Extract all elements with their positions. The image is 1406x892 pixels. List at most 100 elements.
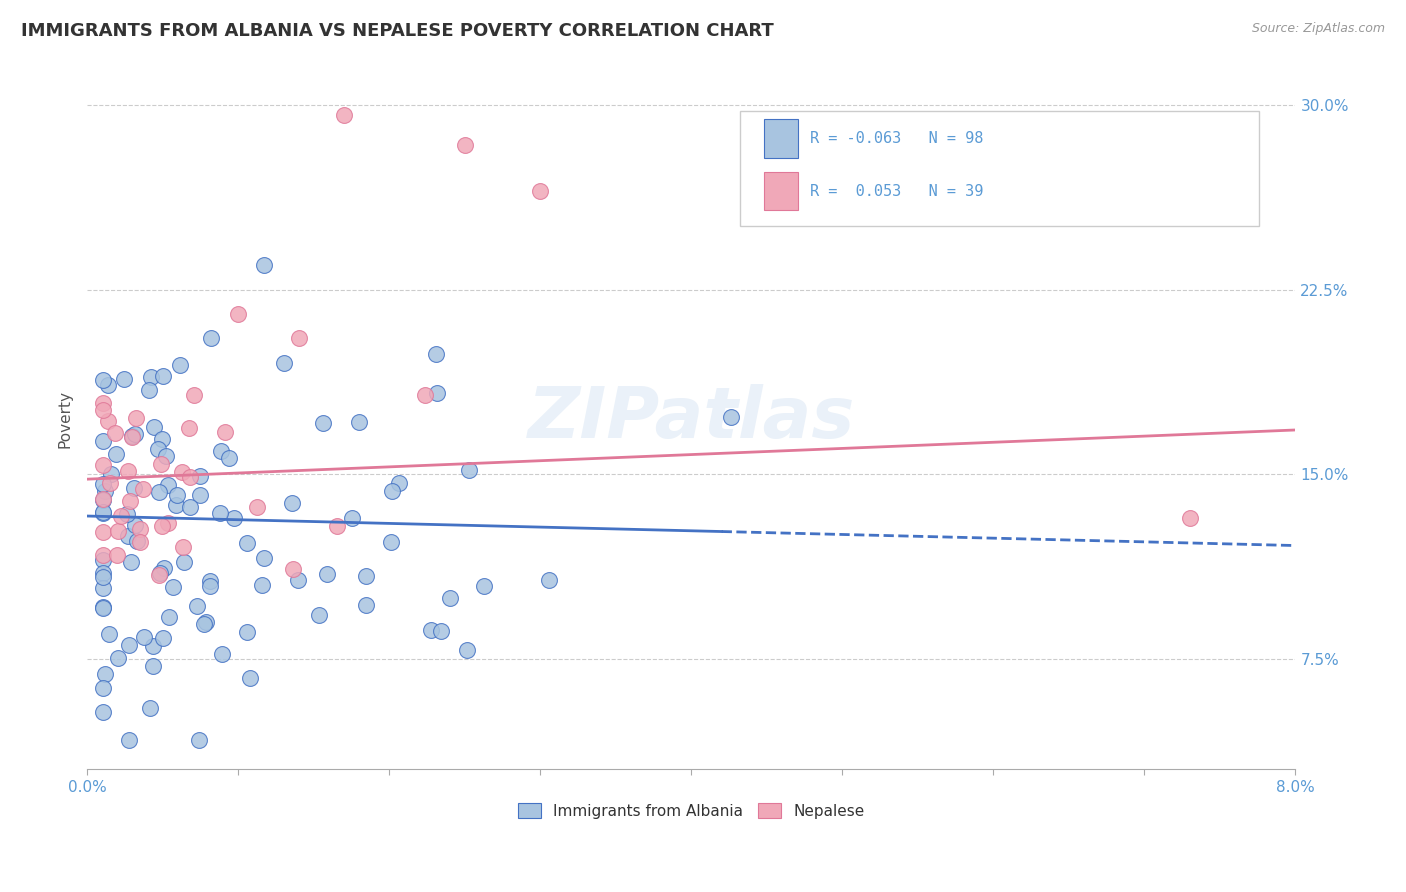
Point — [120, 494, 142, 508]
Point — [426, 386, 449, 401]
Point — [537, 573, 560, 587]
Point — [381, 484, 404, 499]
FancyBboxPatch shape — [763, 172, 797, 211]
Point — [152, 368, 174, 383]
Point — [156, 477, 179, 491]
Point — [132, 630, 155, 644]
Point — [91, 403, 114, 417]
Point — [380, 535, 402, 549]
Point — [142, 640, 165, 654]
Point — [253, 258, 276, 272]
Point — [91, 505, 114, 519]
Point — [273, 356, 295, 370]
FancyBboxPatch shape — [740, 111, 1260, 227]
Point — [97, 627, 120, 641]
Point — [281, 495, 304, 509]
Point — [211, 648, 233, 662]
Point — [110, 508, 132, 523]
Point — [179, 500, 201, 514]
Point — [159, 610, 181, 624]
Point — [388, 476, 411, 491]
Point — [194, 615, 217, 629]
Point — [122, 481, 145, 495]
Point — [141, 659, 163, 673]
Point — [162, 580, 184, 594]
Point — [169, 359, 191, 373]
Point — [124, 517, 146, 532]
Point — [419, 624, 441, 638]
Point — [91, 681, 114, 696]
Point — [172, 465, 194, 479]
Point — [193, 616, 215, 631]
Point — [97, 414, 120, 428]
Point — [311, 416, 333, 430]
Point — [91, 552, 114, 566]
Point — [125, 411, 148, 425]
Point — [91, 434, 114, 449]
Point — [148, 485, 170, 500]
Point — [308, 608, 330, 623]
Point — [198, 579, 221, 593]
Text: R =  0.053   N = 39: R = 0.053 N = 39 — [810, 184, 983, 199]
Point — [91, 491, 114, 506]
Point — [115, 507, 138, 521]
Point — [148, 442, 170, 456]
Point — [150, 457, 173, 471]
Point — [91, 458, 114, 472]
Point — [153, 561, 176, 575]
Point — [129, 522, 152, 536]
Text: ZIPatlas: ZIPatlas — [527, 384, 855, 453]
Point — [148, 567, 170, 582]
Y-axis label: Poverty: Poverty — [58, 390, 72, 448]
Point — [333, 108, 356, 122]
Point — [349, 415, 371, 429]
Point — [117, 529, 139, 543]
Text: IMMIGRANTS FROM ALBANIA VS NEPALESE POVERTY CORRELATION CHART: IMMIGRANTS FROM ALBANIA VS NEPALESE POVE… — [21, 22, 773, 40]
Point — [474, 579, 496, 593]
Point — [120, 555, 142, 569]
Point — [91, 524, 114, 539]
Point — [91, 396, 114, 410]
Point — [430, 624, 453, 638]
Point — [129, 535, 152, 549]
Text: R = -0.063   N = 98: R = -0.063 N = 98 — [810, 131, 983, 146]
Point — [139, 700, 162, 714]
Point — [439, 591, 461, 605]
Point — [125, 533, 148, 548]
Point — [415, 388, 437, 402]
Point — [91, 581, 114, 595]
Point — [198, 574, 221, 588]
Point — [720, 409, 742, 424]
Point — [165, 498, 187, 512]
Point — [177, 420, 200, 434]
Point — [91, 569, 114, 583]
Point — [173, 555, 195, 569]
Point — [139, 369, 162, 384]
Point — [246, 500, 269, 514]
Point — [356, 569, 378, 583]
Point — [104, 425, 127, 440]
Point — [172, 541, 194, 555]
Point — [97, 378, 120, 392]
Point — [91, 705, 114, 719]
Point — [209, 443, 232, 458]
Point — [107, 651, 129, 665]
FancyBboxPatch shape — [763, 120, 797, 158]
Point — [117, 464, 139, 478]
Point — [91, 476, 114, 491]
Point — [105, 549, 128, 563]
Point — [124, 427, 146, 442]
Point — [218, 451, 240, 466]
Point — [186, 599, 208, 614]
Point — [149, 566, 172, 580]
Point — [132, 482, 155, 496]
Point — [188, 469, 211, 483]
Point — [118, 732, 141, 747]
Point — [91, 549, 114, 563]
Point — [152, 631, 174, 645]
Text: Source: ZipAtlas.com: Source: ZipAtlas.com — [1251, 22, 1385, 36]
Point — [94, 667, 117, 681]
Point — [222, 511, 245, 525]
Point — [287, 573, 309, 587]
Point — [166, 488, 188, 502]
